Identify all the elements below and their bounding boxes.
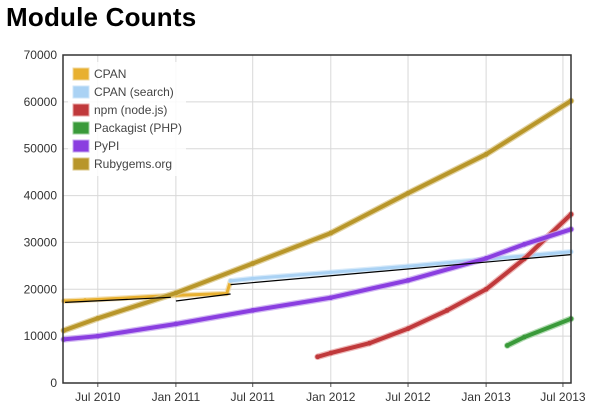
data-point <box>405 190 411 196</box>
x-tick-label: Jan 2012 <box>306 390 356 404</box>
data-point <box>315 354 321 360</box>
data-point <box>504 343 510 348</box>
data-point <box>250 307 256 313</box>
series-line-pypi <box>60 226 575 343</box>
trend-line <box>175 293 231 302</box>
x-tick-label: Jan 2013 <box>461 390 511 404</box>
series-path <box>61 98 573 333</box>
x-tick-label: Jan 2011 <box>152 390 201 404</box>
chart-title: Module Counts <box>6 2 197 32</box>
data-point <box>406 264 410 269</box>
legend-box <box>68 62 186 176</box>
y-tick-label: 0 <box>50 376 57 390</box>
legend-label: PyPI <box>94 139 119 153</box>
y-tick-label: 50000 <box>24 142 58 156</box>
legend: CPAN CPAN (search) npm (node.js) Packagist … <box>68 62 186 176</box>
legend-swatch <box>72 121 90 135</box>
x-tick-label: Jul 2012 <box>385 390 431 404</box>
x-tick-label: Jul 2013 <box>540 390 586 404</box>
y-tick-label: 40000 <box>24 189 58 203</box>
data-point <box>405 277 411 283</box>
y-tick-label: 60000 <box>24 95 58 109</box>
data-point <box>521 334 527 340</box>
data-point <box>228 278 233 283</box>
y-tick-label: 20000 <box>24 282 58 296</box>
y-tick-label: 70000 <box>24 48 58 62</box>
legend-swatch <box>72 157 90 171</box>
data-point <box>173 290 179 296</box>
data-point <box>405 326 411 332</box>
y-tick-label: 30000 <box>24 235 58 249</box>
legend-swatch <box>72 67 90 81</box>
data-point <box>483 255 489 261</box>
data-point <box>61 328 67 333</box>
x-tick-label: Jul 2010 <box>75 390 121 404</box>
trend-lines <box>65 254 572 303</box>
data-point <box>328 230 334 236</box>
data-point <box>328 270 333 275</box>
series-line-rubygems-org <box>60 97 575 334</box>
legend-label: npm (node.js) <box>94 103 167 117</box>
legend-label: CPAN (search) <box>94 85 174 99</box>
data-point <box>444 307 450 313</box>
data-point <box>250 276 255 281</box>
series-lines <box>60 97 575 361</box>
data-point <box>483 151 489 157</box>
trend-line <box>65 296 171 303</box>
series-path <box>315 212 573 359</box>
data-point <box>328 295 334 301</box>
series-line-npm-node-js <box>314 211 575 361</box>
y-tick-label: 10000 <box>24 329 58 343</box>
legend-swatch <box>72 103 90 117</box>
data-point <box>521 241 527 247</box>
legend-label: Rubygems.org <box>94 157 172 171</box>
data-point <box>95 315 101 321</box>
data-point <box>483 286 489 292</box>
data-point <box>367 340 372 346</box>
data-point <box>250 261 256 266</box>
legend-swatch <box>72 139 90 153</box>
series-path <box>229 250 573 283</box>
trend-line <box>230 254 572 286</box>
legend-label: CPAN <box>94 67 126 81</box>
series-line-packagist-php <box>504 315 575 349</box>
plot-border <box>62 54 572 384</box>
legend-swatch <box>72 85 90 99</box>
series-line-cpan-search <box>227 249 574 284</box>
data-point <box>173 321 179 327</box>
axes: 0 10000 20000 30000 40000 50000 60000 70000 Jul … <box>24 48 586 404</box>
legend-label: Packagist (PHP) <box>94 121 182 135</box>
data-point <box>328 350 334 356</box>
plot-frame <box>62 54 572 384</box>
data-point <box>61 337 67 342</box>
data-point <box>95 333 101 339</box>
x-tick-label: Jul 2011 <box>230 390 275 404</box>
